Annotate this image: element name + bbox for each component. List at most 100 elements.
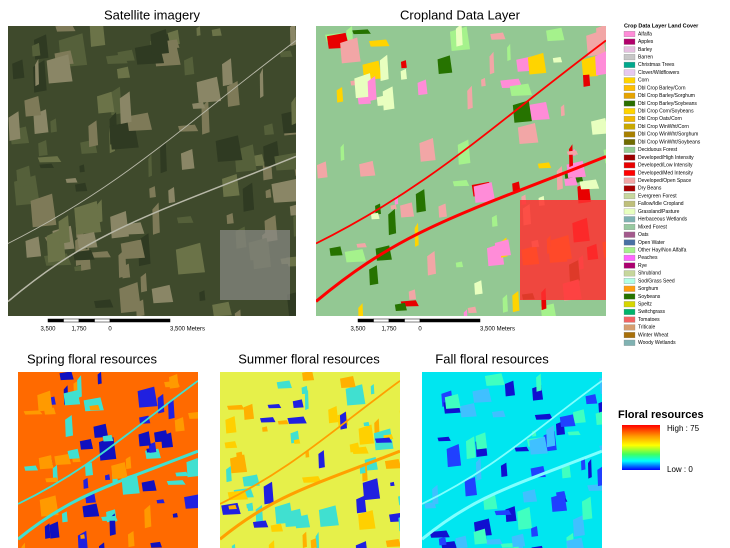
legend-swatch: [623, 224, 636, 230]
legend-label: Clover/Wildflowers: [638, 70, 680, 76]
land-patch: [38, 455, 54, 470]
summer-map: [220, 372, 400, 548]
land-patch: [464, 477, 477, 497]
land-patch: [460, 403, 477, 418]
land-patch: [567, 150, 579, 155]
land-patch: [149, 186, 156, 198]
land-patch: [271, 179, 296, 203]
legend-swatch: [623, 301, 636, 308]
legend-label: Apples: [638, 39, 654, 45]
land-patch: [37, 390, 53, 412]
land-patch: [230, 454, 248, 474]
scale-segment: [373, 318, 390, 323]
land-patch: [316, 161, 328, 179]
land-patch: [89, 251, 111, 258]
scale-segment: [47, 318, 64, 323]
legend-swatch: [623, 270, 636, 277]
land-patch: [484, 373, 505, 386]
legend-swatch: [623, 100, 636, 107]
land-patch: [536, 373, 542, 392]
land-patch: [328, 406, 339, 424]
land-patch: [49, 521, 60, 539]
land-patch: [276, 380, 292, 389]
land-patch: [35, 58, 39, 87]
legend-swatch: [623, 170, 636, 176]
land-patch: [119, 282, 142, 314]
legend-label: Deciduous Forest: [638, 147, 678, 153]
land-patch: [259, 68, 264, 99]
land-patch: [568, 144, 574, 168]
land-patch: [8, 111, 21, 141]
legend-swatch: [623, 185, 636, 192]
land-patch: [336, 86, 344, 103]
land-patch: [150, 541, 162, 548]
legend-label: Barley: [638, 47, 653, 53]
legend-label: Developed/Low Intensity: [638, 163, 693, 169]
panel-title: Fall floral resources: [435, 351, 549, 366]
land-patch: [116, 66, 131, 79]
land-patch: [226, 81, 240, 107]
land-patch: [384, 458, 400, 469]
spring-map: [18, 372, 198, 548]
land-patch: [225, 416, 237, 434]
land-patch: [596, 26, 606, 42]
legend-label: Rye: [638, 263, 647, 269]
land-patch: [302, 372, 315, 381]
road: [422, 449, 602, 541]
color-ramp: [622, 425, 660, 470]
land-patch: [104, 474, 111, 481]
land-patch: [537, 162, 552, 169]
land-patch: [359, 160, 376, 177]
land-patch: [192, 102, 206, 109]
land-patch: [222, 173, 240, 197]
land-patch: [502, 294, 508, 313]
land-patch: [118, 249, 127, 278]
land-patch: [463, 309, 468, 316]
land-patch: [310, 538, 317, 548]
land-patch: [242, 182, 255, 212]
scale-segment: [388, 318, 405, 323]
land-patch: [529, 436, 548, 455]
land-patch: [45, 477, 59, 483]
land-patch: [127, 530, 135, 548]
land-patch: [174, 417, 185, 432]
legend-label: Soybeans: [638, 294, 661, 300]
land-patch: [582, 71, 591, 87]
land-patch: [23, 410, 43, 415]
land-patch: [512, 181, 521, 192]
road: [316, 39, 606, 245]
land-patch: [196, 26, 201, 36]
land-patch: [201, 100, 210, 135]
land-patch: [362, 478, 381, 501]
scale-label: 0: [418, 327, 422, 333]
legend-label: Switchgrass: [638, 309, 665, 315]
land-patch: [546, 27, 565, 42]
legend-swatch: [623, 193, 636, 200]
land-patch: [473, 182, 496, 203]
land-patch: [94, 299, 114, 308]
land-patch: [82, 503, 100, 518]
legend-label: Dbl Crop WinWht/Sorghum: [638, 132, 698, 138]
road: [18, 380, 198, 505]
land-patch: [355, 541, 367, 548]
land-patch: [388, 208, 397, 236]
land-patch: [363, 421, 370, 427]
land-patch: [176, 216, 194, 224]
land-patch: [526, 102, 549, 118]
land-patch: [39, 495, 59, 517]
panel-title: Spring floral resources: [27, 351, 158, 366]
land-patch: [111, 462, 128, 480]
land-patch: [352, 29, 371, 35]
legend-label: Dbl Crop Barley/Sorghum: [638, 93, 695, 99]
land-patch: [437, 436, 451, 442]
land-patch: [455, 26, 463, 47]
land-patch: [160, 141, 167, 174]
land-patch: [567, 431, 581, 436]
land-patch: [564, 177, 578, 186]
land-patch: [588, 458, 592, 479]
land-patch: [89, 26, 106, 47]
land-patch: [340, 37, 361, 64]
land-patch: [490, 32, 506, 40]
